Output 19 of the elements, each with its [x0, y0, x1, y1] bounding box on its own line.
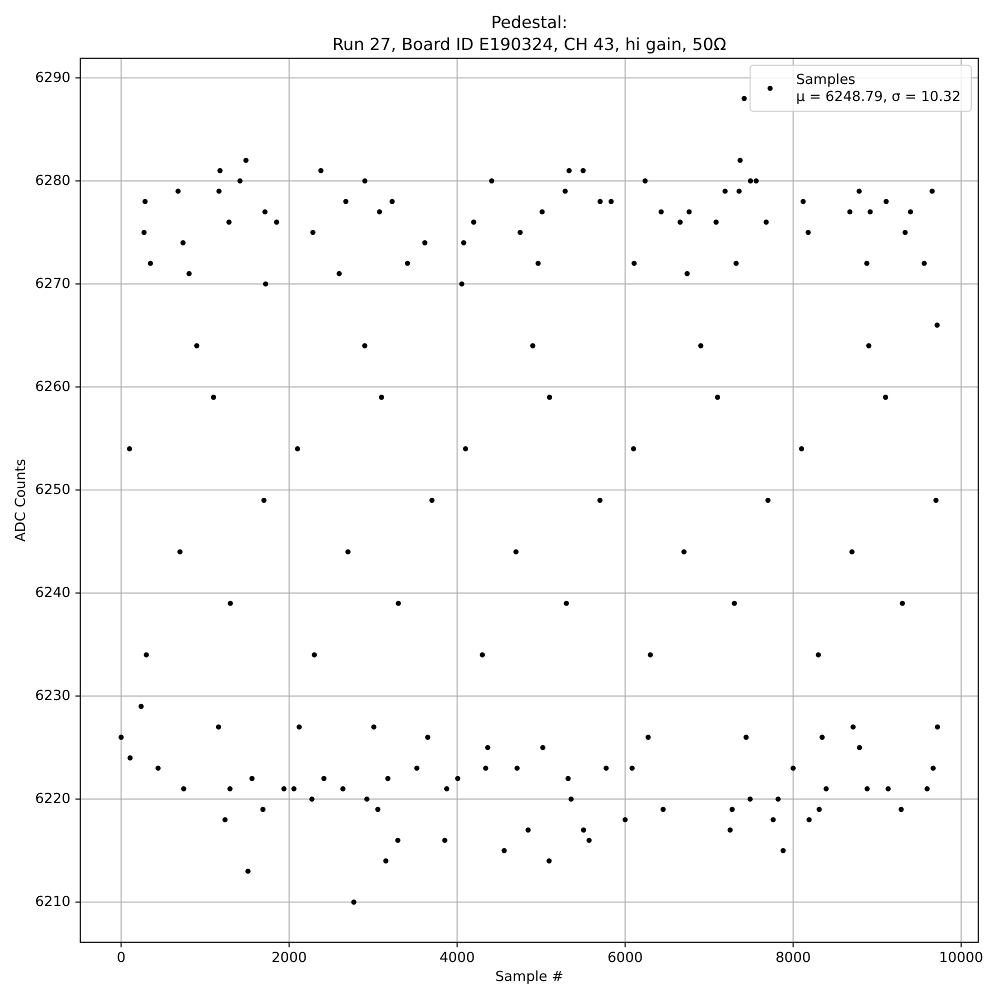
- x-tick-label: 8000: [775, 950, 811, 966]
- y-tick-label: 6260: [35, 378, 70, 395]
- chart-title: Pedestal: Run 27, Board ID E190324, CH 43, hi gain, 50Ω: [332, 12, 727, 54]
- y-tick-label: 6210: [35, 894, 70, 910]
- x-tick-label: 0: [116, 950, 126, 966]
- y-tick-label: 6240: [35, 585, 70, 602]
- y-tick-label: 6290: [35, 70, 70, 86]
- y-axis-title: ADC Counts: [13, 458, 29, 542]
- x-axis-title: Sample #: [495, 969, 564, 985]
- y-tick-label: 6230: [35, 688, 70, 704]
- y-tick-label: 6220: [35, 791, 70, 808]
- y-tick-label: 6270: [35, 276, 70, 292]
- y-tick-label: 6280: [35, 172, 70, 189]
- legend-label: Samples μ = 6248.79, σ = 10.32: [796, 72, 961, 105]
- x-tick-label: 10000: [939, 950, 984, 966]
- x-tick-label: 2000: [271, 950, 307, 966]
- y-tick-label: 6250: [35, 482, 70, 498]
- x-tick-label: 4000: [439, 950, 475, 966]
- x-tick-label: 6000: [607, 950, 643, 966]
